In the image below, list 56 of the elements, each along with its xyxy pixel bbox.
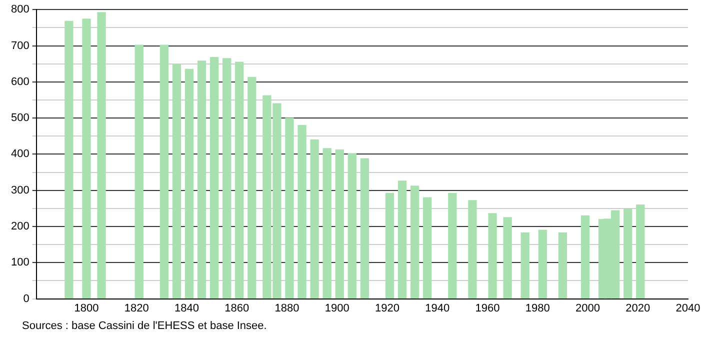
bar: [538, 230, 547, 299]
bar: [210, 56, 219, 299]
bar: [636, 204, 645, 299]
x-tick-label: 1820: [124, 302, 149, 314]
bar: [348, 153, 356, 299]
x-tick-label: 1800: [74, 302, 99, 314]
bar: [335, 150, 344, 299]
bar: [448, 192, 457, 299]
bar: [468, 200, 477, 299]
bar: [624, 208, 632, 299]
y-tick-label: 100: [10, 256, 30, 269]
x-tick-label: 2020: [626, 302, 650, 314]
bar: [285, 118, 294, 299]
x-tick-label: 1940: [425, 302, 450, 314]
x-tick-label: 1840: [174, 302, 199, 314]
bar: [310, 139, 319, 299]
bar: [172, 64, 182, 299]
bar: [488, 213, 497, 299]
y-tick-label: 0: [23, 292, 30, 305]
bar: [558, 232, 568, 299]
y-tick-label: 300: [10, 184, 30, 196]
bar: [197, 60, 206, 299]
x-tick-label: 1900: [324, 302, 350, 314]
x-tick-label: 1980: [525, 302, 550, 314]
bar: [503, 217, 512, 299]
x-tick-label: 2000: [576, 302, 600, 314]
bar: [423, 197, 432, 299]
bar: [398, 180, 407, 299]
x-tick-label: 1880: [274, 302, 300, 314]
y-tick-label: 600: [10, 76, 30, 88]
bar: [410, 186, 420, 299]
bar: [222, 58, 232, 299]
bar: [580, 215, 590, 299]
bar: [97, 12, 106, 299]
source-note: Sources : base Cassini de l'EHESS et base Insee.: [22, 320, 267, 332]
bar: [322, 148, 332, 299]
bar: [520, 232, 530, 299]
bar: [360, 158, 370, 299]
x-tick-label: 1860: [224, 302, 250, 314]
bar: [298, 124, 306, 299]
y-tick-label: 700: [10, 40, 30, 52]
bar: [184, 68, 194, 299]
y-tick-label: 200: [10, 220, 30, 233]
x-tick-label: 1960: [475, 302, 500, 314]
x-tick-label: 2040: [676, 302, 700, 314]
y-tick-label: 500: [10, 112, 30, 124]
bar: [82, 18, 91, 299]
bar: [248, 76, 256, 299]
x-tick-label: 1920: [375, 302, 400, 314]
bar: [64, 20, 74, 299]
bar: [385, 192, 394, 299]
bar: [160, 44, 169, 299]
bar: [134, 44, 144, 299]
y-tick-label: 800: [10, 4, 30, 16]
bar: [235, 62, 244, 299]
y-tick-label: 400: [10, 148, 30, 160]
